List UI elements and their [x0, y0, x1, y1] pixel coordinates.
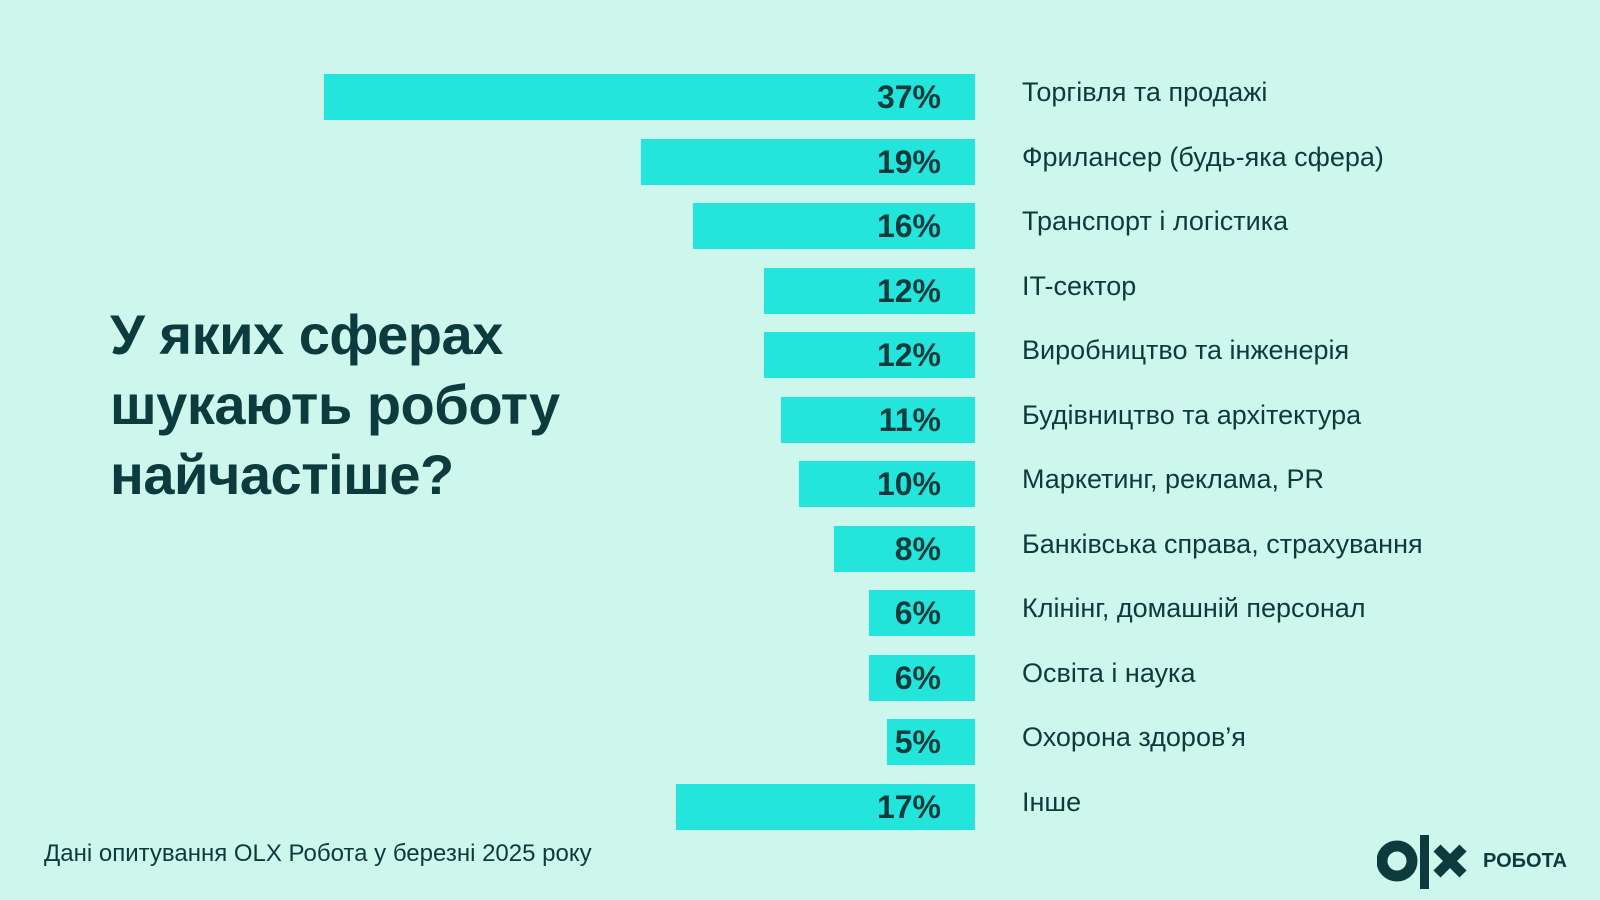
category-label: Будівництво та архітектура	[1022, 399, 1362, 430]
category-label: Освіта і наука	[1022, 657, 1196, 688]
data-label: 17%	[876, 788, 941, 825]
data-label: 5%	[894, 724, 941, 760]
bar: 10%	[799, 461, 975, 507]
chart-title: У яких сферах шукають роботу найчастіше?	[110, 303, 560, 506]
source-note: Дані опитування OLX Робота у березні 202…	[44, 840, 592, 867]
bar: 5%	[887, 719, 975, 765]
logo-text: РОБОТА	[1483, 850, 1567, 872]
bar: 19%	[640, 138, 975, 185]
data-label: 19%	[876, 143, 941, 180]
bar: 37%	[323, 74, 975, 120]
category-label: Охорона здоров’я	[1022, 722, 1246, 752]
olx-logo-icon	[1377, 835, 1467, 889]
category-label: IT-сектор	[1022, 270, 1137, 301]
category-label: Маркетинг, реклама, PR	[1022, 464, 1324, 494]
bar: 16%	[693, 203, 975, 249]
bar: 12%	[763, 267, 975, 314]
bar: 12%	[763, 332, 975, 378]
category-label: Банківська справа, страхування	[1022, 528, 1423, 559]
category-label: Клінінг, домашній персонал	[1022, 593, 1366, 623]
data-label: 16%	[876, 208, 941, 244]
bar: 8%	[834, 525, 975, 572]
bar: 6%	[869, 654, 975, 701]
bar: 17%	[675, 783, 975, 830]
bar: 11%	[781, 396, 975, 443]
data-label: 8%	[894, 530, 941, 567]
data-label: 12%	[876, 337, 941, 373]
data-label: 37%	[876, 79, 941, 115]
category-label: Фрилансер (будь-яка сфера)	[1022, 141, 1384, 172]
category-label: Транспорт і логістика	[1022, 206, 1289, 236]
data-label: 6%	[894, 659, 941, 696]
data-label: 12%	[876, 272, 941, 309]
category-label: Виробництво та інженерія	[1022, 335, 1350, 365]
data-label: 6%	[894, 595, 941, 631]
bar: 6%	[869, 590, 975, 636]
category-label: Торгівля та продажі	[1022, 77, 1268, 107]
category-label: Інше	[1022, 786, 1082, 817]
data-label: 10%	[876, 466, 941, 502]
data-label: 11%	[878, 401, 941, 438]
